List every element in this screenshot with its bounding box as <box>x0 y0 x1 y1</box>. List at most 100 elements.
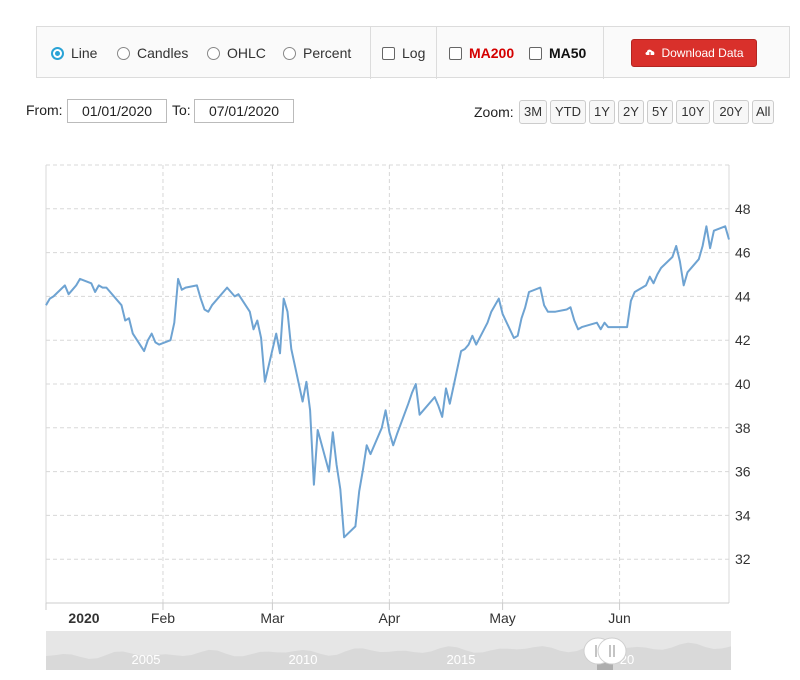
price-data-point <box>501 312 505 316</box>
zoom-10y-button[interactable]: 10Y <box>676 100 710 124</box>
log-checkbox[interactable]: Log <box>382 27 425 79</box>
price-data-point <box>542 303 546 307</box>
ma50-label: MA50 <box>549 45 587 61</box>
price-data-point <box>357 489 361 493</box>
navigator-handle[interactable] <box>583 637 613 665</box>
price-data-point <box>418 413 422 417</box>
radio-candles-label: Candles <box>137 45 189 61</box>
price-data-point <box>459 349 463 353</box>
price-data-point <box>286 310 290 314</box>
zoom-5y-button[interactable]: 5Y <box>647 100 673 124</box>
chart-frame <box>45 165 730 610</box>
y-tick-label: 46 <box>735 245 751 261</box>
navigator-handle[interactable] <box>597 637 627 665</box>
price-data-point <box>210 303 214 307</box>
price-data-point <box>255 319 259 323</box>
price-data-point <box>225 286 229 290</box>
zoom-2y-button[interactable]: 2Y <box>618 100 644 124</box>
price-data-point <box>520 316 524 320</box>
price-data-point <box>448 402 452 406</box>
cloud-download-icon <box>645 49 655 59</box>
navigator[interactable]: 2005 2010 2015 20 <box>46 631 731 670</box>
price-data-point <box>629 299 633 303</box>
x-tick-label: May <box>489 610 515 626</box>
price-data-point <box>565 308 569 312</box>
zoom-3m-button[interactable]: 3M <box>519 100 547 124</box>
ma200-checkbox-box[interactable] <box>449 46 462 60</box>
radio-candles-indicator[interactable] <box>117 46 130 60</box>
price-data-point <box>682 283 686 287</box>
radio-candles[interactable]: Candles <box>117 27 188 79</box>
price-data-point <box>712 229 716 233</box>
price-data-point <box>655 273 659 277</box>
price-data-point <box>467 343 471 347</box>
series-group <box>44 224 730 539</box>
zoom-all-button[interactable]: All <box>752 100 774 124</box>
x-tick-label: Mar <box>260 610 284 626</box>
ma50-checkbox[interactable]: MA50 <box>529 27 586 79</box>
zoom-ytd-button[interactable]: YTD <box>550 100 586 124</box>
price-data-point <box>633 290 637 294</box>
price-data-point <box>369 452 373 456</box>
y-tick-label: 32 <box>735 551 751 567</box>
price-data-point <box>704 224 708 228</box>
price-data-point <box>44 303 48 307</box>
price-data-point <box>157 343 161 347</box>
price-data-point <box>440 415 444 419</box>
price-data-point <box>659 266 663 270</box>
log-label: Log <box>402 45 426 61</box>
price-data-point <box>361 467 365 471</box>
price-data-point <box>697 257 701 261</box>
navigator-year-label: 20 <box>620 652 634 667</box>
radio-line-indicator[interactable] <box>51 46 64 60</box>
price-data-point <box>180 288 184 292</box>
price-data-point <box>67 292 71 296</box>
price-data-point <box>48 297 52 301</box>
price-data-point <box>263 380 267 384</box>
price-data-point <box>406 402 410 406</box>
price-data-point <box>316 428 320 432</box>
to-label: To: <box>172 102 191 118</box>
radio-percent-indicator[interactable] <box>283 46 296 60</box>
navigator-year-label: 2015 <box>447 652 476 667</box>
price-data-point <box>63 283 67 287</box>
price-data-point <box>497 297 501 301</box>
navigator-background <box>46 631 731 670</box>
radio-ohlc-indicator[interactable] <box>207 46 220 60</box>
download-data-button[interactable]: Download Data <box>631 39 757 67</box>
price-data-point <box>701 244 705 248</box>
price-data-point <box>259 336 263 340</box>
price-data-point <box>410 391 414 395</box>
price-data-point <box>153 340 157 344</box>
y-tick-label: 44 <box>735 288 751 304</box>
price-data-point <box>708 246 712 250</box>
toolbar-divider <box>370 27 371 79</box>
zoom-label: Zoom: <box>474 104 514 120</box>
radio-ohlc[interactable]: OHLC <box>207 27 266 79</box>
price-data-point <box>595 321 599 325</box>
price-data-point <box>342 535 346 539</box>
price-data-point <box>606 325 610 329</box>
price-data-point <box>550 310 554 314</box>
price-data-point <box>580 325 584 329</box>
log-checkbox-box[interactable] <box>382 46 395 60</box>
radio-line[interactable]: Line <box>51 27 97 79</box>
ma50-checkbox-box[interactable] <box>529 46 542 60</box>
zoom-1y-button[interactable]: 1Y <box>589 100 615 124</box>
price-data-point <box>470 334 474 338</box>
price-data-point <box>127 316 131 320</box>
price-data-point <box>493 303 497 307</box>
radio-percent[interactable]: Percent <box>283 27 351 79</box>
zoom-20y-button[interactable]: 20Y <box>713 100 749 124</box>
ma200-label: MA200 <box>469 45 515 61</box>
price-data-point <box>327 470 331 474</box>
price-data-point <box>206 310 210 314</box>
price-data-point <box>331 430 335 434</box>
price-data-point <box>516 334 520 338</box>
ma200-checkbox[interactable]: MA200 <box>449 27 514 79</box>
to-date-input[interactable]: 07/01/2020 <box>194 99 294 123</box>
price-data-point <box>576 327 580 331</box>
price-data-point <box>670 255 674 259</box>
from-date-input[interactable]: 01/01/2020 <box>67 99 167 123</box>
price-data-point <box>395 432 399 436</box>
